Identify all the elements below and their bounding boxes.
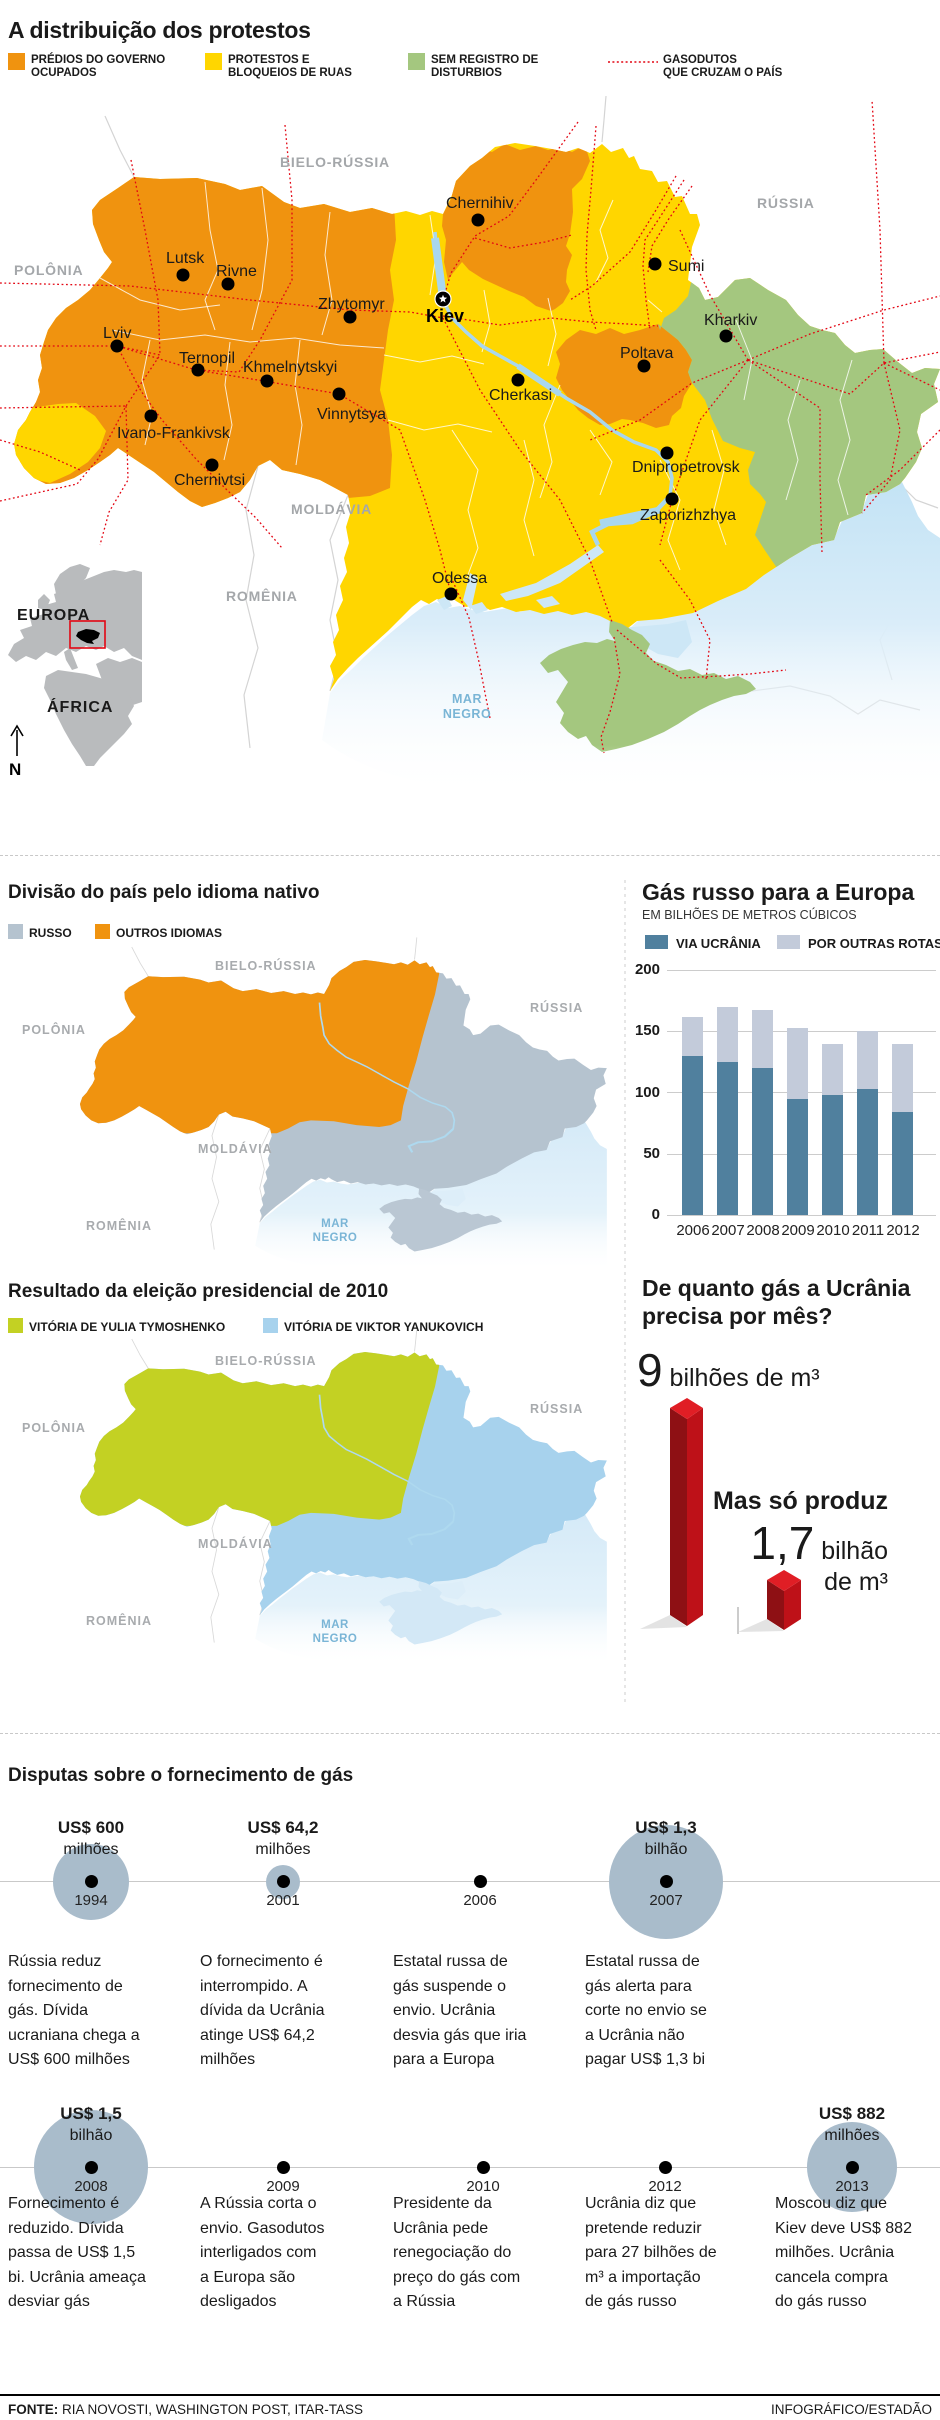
svg-text:NEGRO: NEGRO	[313, 1633, 358, 1645]
svg-text:MOLDÁVIA: MOLDÁVIA	[198, 1141, 273, 1156]
svg-text:EUROPA: EUROPA	[17, 607, 90, 624]
svg-text:Kharkiv: Kharkiv	[704, 312, 757, 329]
svg-text:MAR: MAR	[321, 1218, 349, 1230]
svg-text:Vinnytsya: Vinnytsya	[317, 406, 386, 423]
svg-text:BIELO-RÚSSIA: BIELO-RÚSSIA	[215, 1353, 317, 1368]
svg-text:Ternopil: Ternopil	[179, 350, 235, 367]
svg-text:POLÔNIA: POLÔNIA	[14, 261, 83, 278]
svg-text:ROMÊNIA: ROMÊNIA	[86, 1218, 152, 1233]
svg-text:NEGRO: NEGRO	[443, 707, 491, 721]
svg-text:Poltava: Poltava	[620, 345, 673, 362]
svg-text:MOLDÁVIA: MOLDÁVIA	[198, 1536, 273, 1551]
svg-text:N: N	[9, 760, 21, 779]
svg-text:MAR: MAR	[452, 692, 482, 706]
svg-text:BIELO-RÚSSIA: BIELO-RÚSSIA	[215, 958, 317, 973]
svg-text:Zhytomyr: Zhytomyr	[318, 296, 385, 313]
svg-text:Cherkasi: Cherkasi	[489, 387, 552, 404]
svg-text:POLÔNIA: POLÔNIA	[22, 1420, 86, 1435]
svg-text:RÚSSIA: RÚSSIA	[530, 1000, 583, 1015]
svg-text:Lviv: Lviv	[103, 325, 131, 342]
svg-text:POLÔNIA: POLÔNIA	[22, 1022, 86, 1037]
svg-text:Kiev: Kiev	[426, 306, 464, 326]
svg-text:Zaporizhzhya: Zaporizhzhya	[640, 507, 736, 524]
svg-text:Odessa: Odessa	[432, 570, 487, 587]
svg-text:Rivne: Rivne	[216, 263, 257, 280]
svg-text:RÚSSIA: RÚSSIA	[530, 1401, 583, 1416]
svg-text:Chernivtsi: Chernivtsi	[174, 472, 245, 489]
svg-text:Dnipropetrovsk: Dnipropetrovsk	[632, 459, 741, 476]
svg-text:NEGRO: NEGRO	[313, 1232, 358, 1244]
svg-text:ROMÊNIA: ROMÊNIA	[86, 1613, 152, 1628]
svg-text:MAR: MAR	[321, 1619, 349, 1631]
svg-text:MOLDÁVIA: MOLDÁVIA	[291, 501, 372, 517]
svg-text:Ivano-Frankivsk: Ivano-Frankivsk	[117, 425, 231, 442]
svg-text:ROMÊNIA: ROMÊNIA	[226, 587, 298, 604]
svg-text:BIELO-RÚSSIA: BIELO-RÚSSIA	[280, 153, 390, 170]
svg-text:RÚSSIA: RÚSSIA	[757, 194, 815, 211]
svg-text:Sumi: Sumi	[668, 258, 704, 275]
svg-text:Chernihiv: Chernihiv	[446, 195, 514, 212]
svg-text:Lutsk: Lutsk	[166, 250, 205, 267]
svg-text:Khmelnytskyi: Khmelnytskyi	[243, 359, 337, 376]
svg-text:ÁFRICA: ÁFRICA	[47, 697, 113, 716]
